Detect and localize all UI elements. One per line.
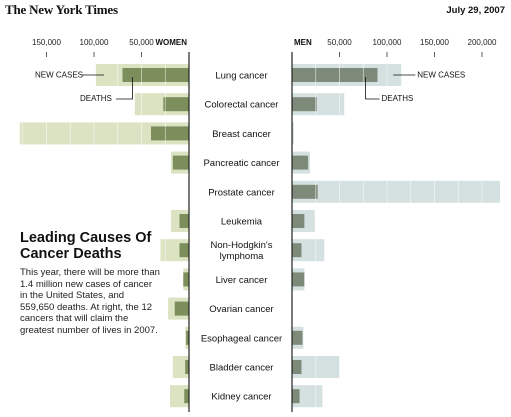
women-deaths-bar [174,301,189,316]
category-label: Pancreatic cancer [203,158,279,169]
men-tick-label: 200,000 [468,38,497,47]
date-label: July 29, 2007 [446,5,505,16]
men-deaths-bar [292,360,302,374]
men-deaths-bar [292,330,303,345]
men-deaths-bar [292,155,309,170]
category-label: Ovarian cancer [209,304,273,315]
category-label: Lung cancer [215,71,267,82]
category-label: Breast cancer [212,129,271,140]
men-deaths-annotation: DEATHS [382,94,414,103]
women-deaths-bar [179,243,189,258]
men-deaths-leader [365,77,380,100]
women-deaths-leader [116,77,133,100]
men-deaths-bar [292,68,378,82]
women-tick-label: 100,000 [80,38,109,47]
men-deaths-bar [292,184,318,199]
category-label: Esophageal cancer [201,333,282,344]
men-deaths-bar [292,389,300,404]
women-tick-label: 150,000 [32,38,61,47]
men-axis-label: MEN [294,38,312,47]
men-new-cases-annotation: NEW CASES [417,71,465,80]
women-new-cases-bar [172,356,189,378]
masthead: The New York Times [5,2,118,17]
men-new-cases-bar [292,122,294,145]
blurb: This year, there will be more than 1.4 m… [20,266,164,338]
category-label: Liver cancer [216,275,268,286]
women-new-cases-bar [19,122,190,145]
category-label: lymphoma [220,251,265,262]
men-deaths-bar [292,243,302,258]
women-deaths-bar [172,155,189,170]
category-label: Bladder cancer [210,363,274,374]
women-deaths-bar [151,126,189,141]
women-deaths-bar [163,97,189,112]
women-deaths-annotation: DEATHS [80,94,112,103]
category-label: Kidney cancer [211,392,271,403]
women-deaths-bar [122,68,189,82]
women-tick-label: 50,000 [129,38,154,47]
women-deaths-bar [186,330,189,345]
men-tick-label: 100,000 [373,38,402,47]
women-deaths-bar [185,360,189,374]
women-axis-label: WOMEN [155,38,187,47]
category-label: Prostate cancer [208,187,275,198]
women-deaths-bar [184,389,189,404]
category-label: Leukemia [221,217,263,228]
men-tick-label: 150,000 [420,38,449,47]
headline: Leading Causes Of Cancer Deaths [20,230,152,262]
women-deaths-bar [179,214,189,228]
men-deaths-bar [292,97,317,112]
men-deaths-bar [292,214,305,228]
men-new-cases-bar [292,180,501,203]
women-deaths-bar [183,272,189,287]
men-tick-label: 50,000 [327,38,352,47]
category-label: Non-Hodgkin's [210,240,272,251]
women-new-cases-annotation: NEW CASES [35,71,83,80]
category-label: Colorectal cancer [205,100,279,111]
men-deaths-bar [292,272,305,287]
